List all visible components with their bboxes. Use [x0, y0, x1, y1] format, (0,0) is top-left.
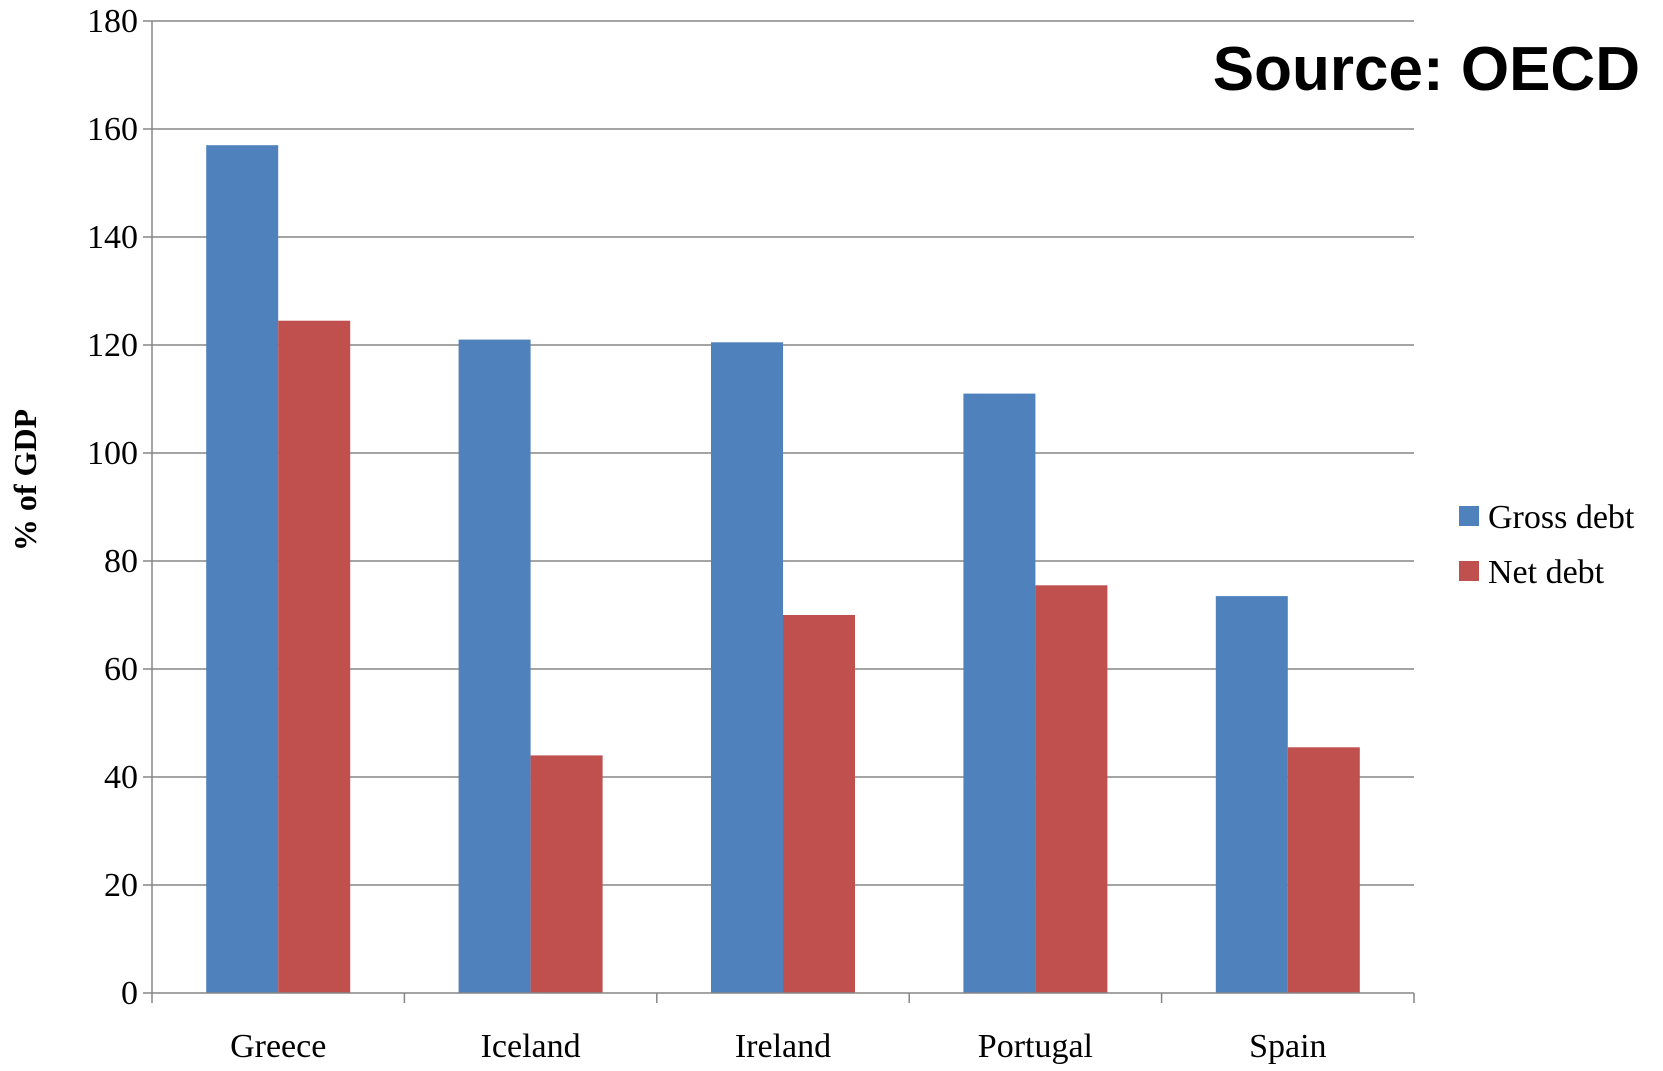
axes	[151, 21, 1415, 1003]
bar-net-debt-greece	[278, 320, 351, 993]
x-tick-label: Greece	[230, 1028, 326, 1065]
y-tick-label: 40	[104, 759, 138, 796]
legend-label-gross-debt: Gross debt	[1488, 499, 1635, 536]
x-tick-labels: Greece Iceland Ireland Portugal Spain	[230, 1028, 1326, 1065]
legend-label-net-debt: Net debt	[1488, 554, 1605, 591]
bar-gross-debt-iceland	[458, 339, 531, 994]
x-tick-label: Spain	[1249, 1028, 1326, 1065]
y-axis-label: % of GDP	[7, 409, 43, 551]
y-tick-label: 60	[104, 651, 138, 688]
x-tick-label: Portugal	[978, 1028, 1093, 1065]
bars	[206, 145, 1360, 994]
x-tick-label: Ireland	[735, 1028, 831, 1065]
y-tick-label: 80	[104, 543, 138, 580]
x-tick-label: Iceland	[481, 1028, 581, 1065]
bar-net-debt-portugal	[1035, 585, 1108, 993]
bar-net-debt-ireland	[783, 615, 855, 993]
bar-net-debt-spain	[1287, 747, 1360, 993]
y-tick-label: 100	[87, 435, 138, 472]
y-tick-label: 20	[104, 867, 138, 904]
bar-gross-debt-greece	[206, 145, 279, 993]
y-tick-label: 0	[121, 975, 138, 1012]
bar-gross-debt-portugal	[963, 393, 1036, 994]
legend: Gross debt Net debt	[1459, 499, 1635, 591]
y-tick-label: 120	[87, 327, 138, 364]
bar-net-debt-iceland	[530, 755, 603, 993]
bar-gross-debt-ireland	[711, 342, 783, 993]
y-tick-label: 140	[87, 219, 138, 256]
bar-gross-debt-spain	[1215, 596, 1288, 993]
legend-swatch-gross-debt	[1459, 506, 1479, 526]
legend-swatch-net-debt	[1459, 561, 1479, 581]
source-annotation: Source: OECD	[1213, 35, 1640, 104]
y-tick-label: 160	[87, 111, 138, 148]
y-tick-labels: 0 20 40 60 80 100 120 140 160 180	[87, 3, 138, 1012]
y-tick-label: 180	[87, 3, 138, 40]
